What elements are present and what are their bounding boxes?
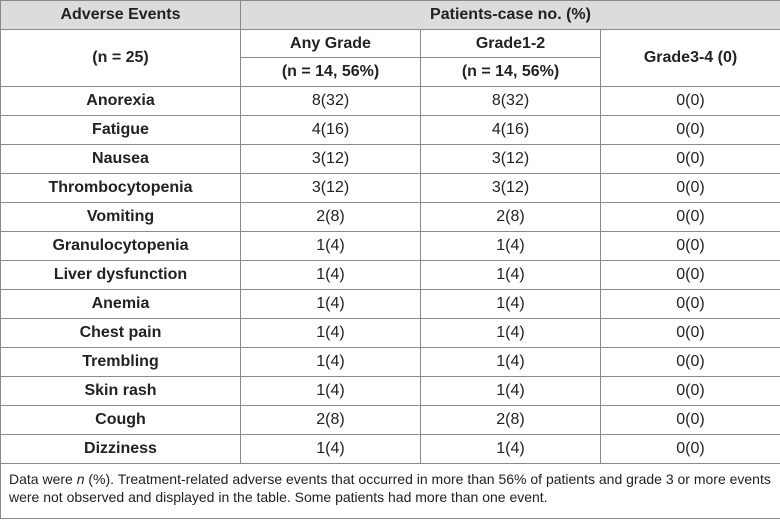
table-row: Liver dysfunction 1(4) 1(4) 0(0) [0, 260, 780, 290]
value-cell: 1(4) [240, 231, 421, 261]
event-cell: Trembling [0, 347, 241, 377]
value-cell: 1(4) [420, 347, 601, 377]
footnote-text: Data were [9, 471, 77, 487]
value-cell: 4(16) [420, 115, 601, 145]
value-cell: 1(4) [420, 260, 601, 290]
value-cell: 2(8) [240, 202, 421, 232]
value-cell: 0(0) [599, 347, 780, 377]
event-cell: Vomiting [0, 202, 241, 232]
value-cell: 1(4) [420, 318, 601, 348]
header-cell: (n = 25) [0, 29, 241, 87]
table-row: Cough 2(8) 2(8) 0(0) [0, 405, 780, 435]
value-cell: 1(4) [240, 434, 421, 464]
table-row: Vomiting 2(8) 2(8) 0(0) [0, 202, 780, 232]
table-row: Granulocytopenia 1(4) 1(4) 0(0) [0, 231, 780, 261]
header-cell: (n = 14, 56%) [240, 57, 421, 87]
value-cell: 1(4) [420, 376, 601, 406]
value-cell: 3(12) [240, 144, 421, 174]
event-cell: Thrombocytopenia [0, 173, 241, 203]
event-cell: Nausea [0, 144, 241, 174]
event-cell: Fatigue [0, 115, 241, 145]
value-cell: 0(0) [599, 231, 780, 261]
value-cell: 0(0) [599, 434, 780, 464]
value-cell: 0(0) [599, 144, 780, 174]
header-cell: (n = 14, 56%) [420, 57, 601, 87]
value-cell: 1(4) [240, 289, 421, 319]
value-cell: 1(4) [240, 376, 421, 406]
value-cell: 2(8) [240, 405, 421, 435]
header-cell: Grade1-2 [420, 29, 601, 58]
event-cell: Cough [0, 405, 241, 435]
value-cell: 1(4) [420, 289, 601, 319]
value-cell: 0(0) [599, 289, 780, 319]
footnote-text: n [76, 471, 85, 487]
value-cell: 0(0) [599, 318, 780, 348]
event-cell: Anorexia [0, 86, 241, 116]
table-row: Trembling 1(4) 1(4) 0(0) [0, 347, 780, 377]
value-cell: 1(4) [420, 231, 601, 261]
value-cell: 1(4) [240, 318, 421, 348]
header-cell: Any Grade [240, 29, 421, 58]
header-cell: Patients-case no. (%) [239, 0, 780, 30]
footnote: Data were n (%). Treatment-related adver… [0, 463, 780, 519]
value-cell: 0(0) [599, 173, 780, 203]
table-row: Nausea 3(12) 3(12) 0(0) [0, 144, 780, 174]
value-cell: 8(32) [420, 86, 601, 116]
value-cell: 8(32) [240, 86, 421, 116]
table-row: Dizziness 1(4) 1(4) 0(0) [0, 434, 780, 464]
event-cell: Skin rash [0, 376, 241, 406]
table-row: Thrombocytopenia 3(12) 3(12) 0(0) [0, 173, 780, 203]
table-row: Anemia 1(4) 1(4) 0(0) [0, 289, 780, 319]
table-body: Anorexia 8(32) 8(32) 0(0) Fatigue 4(16) 4(16) 0… [0, 86, 780, 464]
header-cell: Adverse Events [0, 0, 241, 30]
event-cell: Chest pain [0, 318, 241, 348]
value-cell: 3(12) [420, 144, 601, 174]
value-cell: 1(4) [240, 260, 421, 290]
footnote-text: (%). Treatment-related adverse events th… [9, 471, 771, 505]
value-cell: 0(0) [599, 115, 780, 145]
table-row: Skin rash 1(4) 1(4) 0(0) [0, 376, 780, 406]
event-cell: Anemia [0, 289, 241, 319]
value-cell: 2(8) [420, 405, 601, 435]
table-row: Chest pain 1(4) 1(4) 0(0) [0, 318, 780, 348]
value-cell: 0(0) [599, 260, 780, 290]
value-cell: 0(0) [599, 405, 780, 435]
event-cell: Dizziness [0, 434, 241, 464]
value-cell: 4(16) [240, 115, 421, 145]
value-cell: 2(8) [420, 202, 601, 232]
value-cell: 1(4) [420, 434, 601, 464]
event-cell: Granulocytopenia [0, 231, 241, 261]
value-cell: 0(0) [599, 202, 780, 232]
value-cell: 3(12) [240, 173, 421, 203]
value-cell: 3(12) [420, 173, 601, 203]
event-cell: Liver dysfunction [0, 260, 241, 290]
table-row: Fatigue 4(16) 4(16) 0(0) [0, 115, 780, 145]
value-cell: 0(0) [599, 86, 780, 116]
value-cell: 0(0) [599, 376, 780, 406]
header-cell: Grade3-4 (0) [599, 29, 780, 87]
value-cell: 1(4) [240, 347, 421, 377]
table-row: Anorexia 8(32) 8(32) 0(0) [0, 86, 780, 116]
